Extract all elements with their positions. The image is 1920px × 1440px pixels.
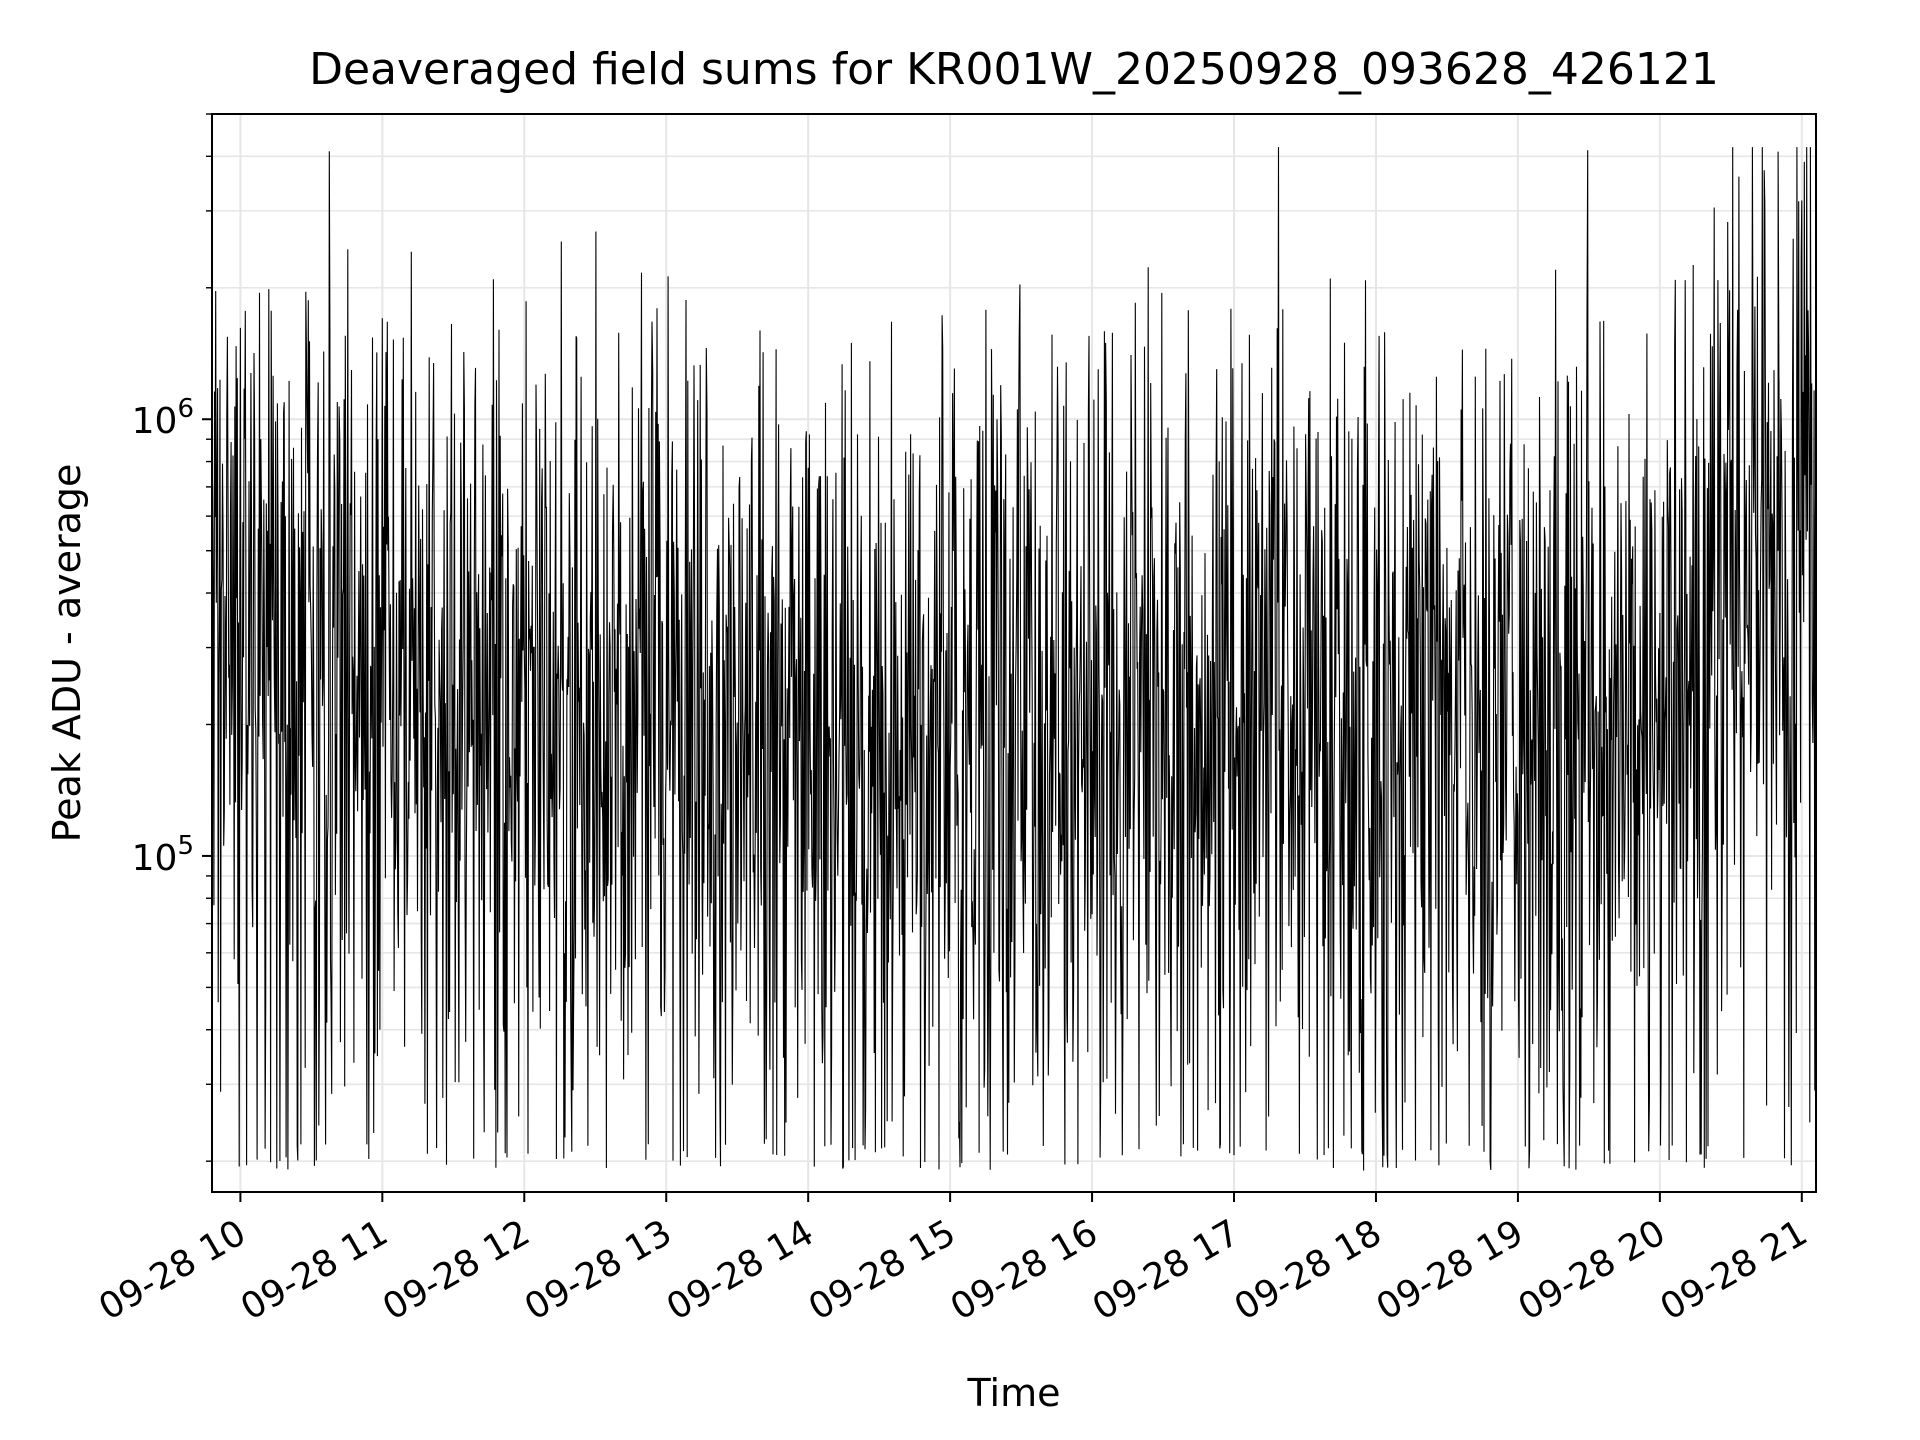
series-line (212, 147, 1816, 1171)
y-tick-label: 106 (132, 394, 194, 442)
x-axis-label: Time (967, 1371, 1061, 1415)
y-axis: 105 106 (132, 113, 212, 1162)
chart-title: Deaveraged field sums for KR001W_2025092… (309, 44, 1719, 95)
plot-frame (211, 113, 1817, 1193)
y-axis-label: Peak ADU - average (45, 464, 89, 843)
y-tick-label: 105 (132, 831, 194, 879)
